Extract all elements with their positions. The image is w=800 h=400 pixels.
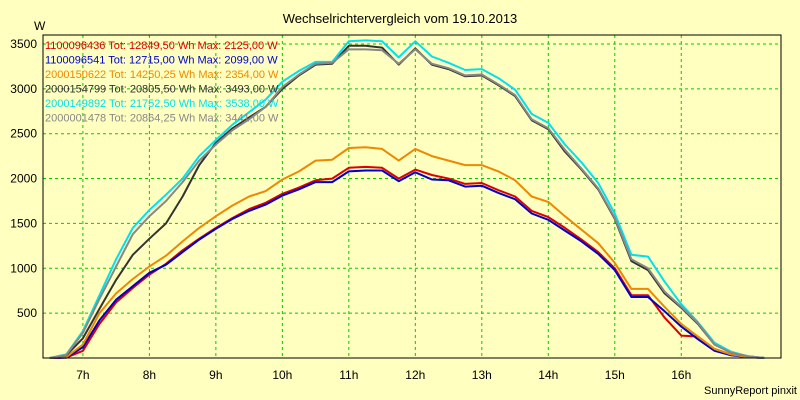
y-tick-label: 3000	[10, 82, 37, 96]
legend-entry-2000154799: 2000154799 Tot: 20805,50 Wh Max: 3493,00…	[45, 84, 279, 96]
legend: 1100096436 Tot: 12849,50 Wh Max: 2125,00…	[45, 40, 279, 125]
plot-frame	[42, 34, 782, 359]
x-tick-label: 16h	[671, 368, 691, 382]
y-tick-label: 3500	[10, 37, 37, 51]
x-tick-label: 14h	[538, 368, 558, 382]
legend-entry-2000150622: 2000150622 Tot: 14250,25 Wh Max: 2354,00…	[45, 69, 279, 81]
chart-title: Wechselrichtervergleich vom 19.10.2013	[283, 11, 518, 26]
series-line-2000001478	[49, 48, 765, 359]
x-tick-label: 10h	[272, 368, 292, 382]
series-line-2000149892	[49, 39, 765, 359]
series-line-1100096541	[49, 169, 765, 359]
legend-entry-1100096541: 1100096541 Tot: 12715,00 Wh Max: 2099,00…	[45, 55, 278, 67]
x-tick-label: 13h	[472, 368, 492, 382]
y-tick-label: 1000	[10, 261, 37, 275]
x-tick-label: 9h	[209, 368, 222, 382]
series-line-2000150622	[49, 146, 765, 359]
x-tick-label: 12h	[405, 368, 425, 382]
x-tick-label: 8h	[143, 368, 156, 382]
x-tick-label: 15h	[605, 368, 625, 382]
x-tick-label: 11h	[339, 368, 358, 382]
y-tick-label: 500	[17, 306, 37, 320]
legend-entry-2000149892: 2000149892 Tot: 21752,50 Wh Max: 3538,00…	[45, 98, 279, 110]
y-tick-label: 2500	[10, 127, 37, 141]
y-tick-label: 1500	[10, 216, 37, 230]
legend-entry-2000001478: 2000001478 Tot: 20864,25 Wh Max: 3441,00…	[45, 113, 279, 125]
legend-entry-1100096436: 1100096436 Tot: 12849,50 Wh Max: 2125,00…	[45, 40, 278, 52]
y-axis-unit-label: W	[34, 19, 46, 33]
y-tick-label: 2000	[10, 172, 37, 186]
footer-credit: SunnyReport pinxit	[704, 385, 797, 397]
x-tick-label: 7h	[76, 368, 89, 382]
series-lines	[49, 39, 765, 359]
axes: 500 1000 1500 2000 2500 3000 3500 7h 8h 9h 10h 11h 1…	[10, 34, 782, 382]
